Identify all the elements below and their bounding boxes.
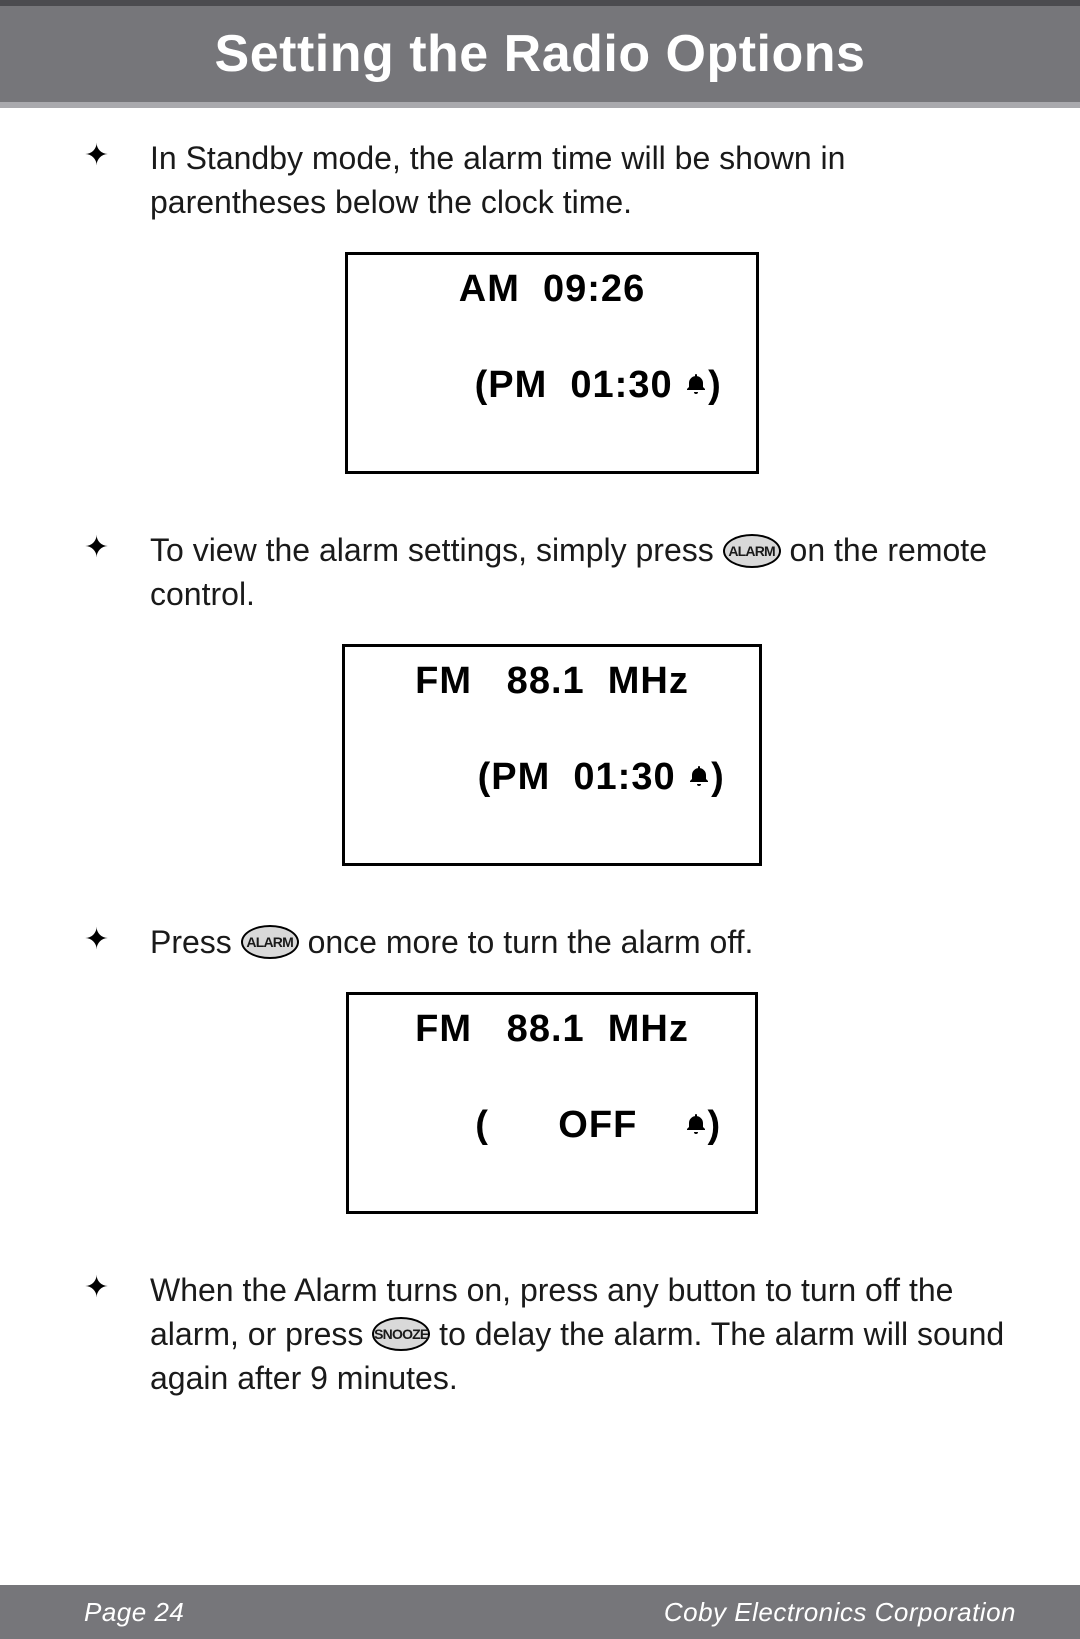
lcd-line-2: (PM 01:30 ) <box>379 705 725 851</box>
sparkle-icon: ✦ <box>84 526 150 570</box>
alarm-button-icon: ALARM <box>241 925 299 959</box>
sparkle-icon: ✦ <box>84 918 150 962</box>
page-title: Setting the Radio Options <box>215 24 866 84</box>
bell-icon <box>687 752 711 800</box>
footer-bar: Page 24 Coby Electronics Corporation <box>0 1585 1080 1639</box>
bullet-item: ✦ In Standby mode, the alarm time will b… <box>84 136 1020 224</box>
bullet-item: ✦ Press ALARM once more to turn the alar… <box>84 920 1020 964</box>
bell-icon <box>684 360 708 408</box>
lcd-line-2-post: ) <box>708 364 722 406</box>
lcd-line-2-pre: ( OFF <box>475 1104 683 1146</box>
bullet-text: To view the alarm settings, simply press… <box>150 528 1020 616</box>
lcd-display: AM 09:26 (PM 01:30 ) <box>345 252 759 474</box>
bullet-item: ✦ To view the alarm settings, simply pre… <box>84 528 1020 616</box>
text-segment: once more to turn the alarm off. <box>299 924 754 960</box>
sparkle-icon: ✦ <box>84 1266 150 1310</box>
lcd-line-2-post: ) <box>711 756 725 798</box>
alarm-button-icon: ALARM <box>723 534 781 568</box>
lcd-line-2: (PM 01:30 ) <box>382 313 722 459</box>
lcd-display: FM 88.1 MHz (PM 01:30 ) <box>342 644 762 866</box>
header-bar: Setting the Radio Options <box>0 0 1080 108</box>
bell-icon <box>684 1100 708 1148</box>
footer-company: Coby Electronics Corporation <box>664 1597 1016 1628</box>
text-segment: To view the alarm settings, simply press <box>150 532 723 568</box>
bullet-text: Press ALARM once more to turn the alarm … <box>150 920 753 964</box>
bullet-text: When the Alarm turns on, press any butto… <box>150 1268 1020 1400</box>
bullet-item: ✦ When the Alarm turns on, press any but… <box>84 1268 1020 1400</box>
bullet-text: In Standby mode, the alarm time will be … <box>150 136 1020 224</box>
lcd-line-1: FM 88.1 MHz <box>383 1005 721 1053</box>
lcd-display: FM 88.1 MHz ( OFF ) <box>346 992 758 1214</box>
lcd-line-1: FM 88.1 MHz <box>379 657 725 705</box>
text-segment: In Standby mode, the alarm time will be … <box>150 140 845 220</box>
lcd-display-wrap: FM 88.1 MHz ( OFF ) <box>84 992 1020 1214</box>
lcd-line-1: AM 09:26 <box>382 265 722 313</box>
text-segment: Press <box>150 924 241 960</box>
lcd-line-2-pre: (PM 01:30 <box>478 756 688 798</box>
footer-page: Page 24 <box>84 1597 184 1628</box>
lcd-display-wrap: AM 09:26 (PM 01:30 ) <box>84 252 1020 474</box>
content-area: ✦ In Standby mode, the alarm time will b… <box>0 108 1080 1400</box>
lcd-display-wrap: FM 88.1 MHz (PM 01:30 ) <box>84 644 1020 866</box>
lcd-line-2-post: ) <box>708 1104 722 1146</box>
lcd-line-2-pre: (PM 01:30 <box>475 364 685 406</box>
snooze-button-icon: SNOOZE <box>372 1317 430 1351</box>
lcd-line-2: ( OFF ) <box>383 1053 721 1199</box>
sparkle-icon: ✦ <box>84 134 150 178</box>
